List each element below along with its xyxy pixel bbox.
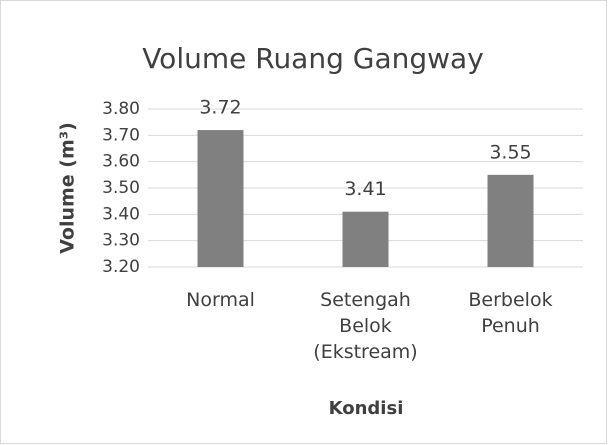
chart-title: Volume Ruang Gangway xyxy=(142,42,484,75)
y-tick-label: 3.50 xyxy=(102,178,140,198)
data-label: 3.72 xyxy=(199,97,241,119)
bar xyxy=(197,130,244,267)
y-tick-label: 3.80 xyxy=(102,99,140,119)
bar xyxy=(342,211,389,267)
data-label: 3.55 xyxy=(489,141,531,163)
y-axis-title: Volume (m³) xyxy=(57,122,79,254)
y-tick-label: 3.20 xyxy=(102,257,140,277)
y-tick-label: 3.70 xyxy=(102,125,140,145)
data-label: 3.41 xyxy=(344,178,386,200)
x-tick-label: Setengah Belok (Ekstream) xyxy=(313,289,418,363)
y-tick-label: 3.30 xyxy=(102,231,140,251)
bar xyxy=(487,174,534,267)
y-tick-label: 3.40 xyxy=(102,204,140,224)
x-tick-label: Normal xyxy=(186,289,255,311)
y-tick-label: 3.60 xyxy=(102,152,140,172)
x-axis-title: Kondisi xyxy=(329,398,404,419)
x-tick-label: Berbelok Penuh xyxy=(468,289,553,337)
